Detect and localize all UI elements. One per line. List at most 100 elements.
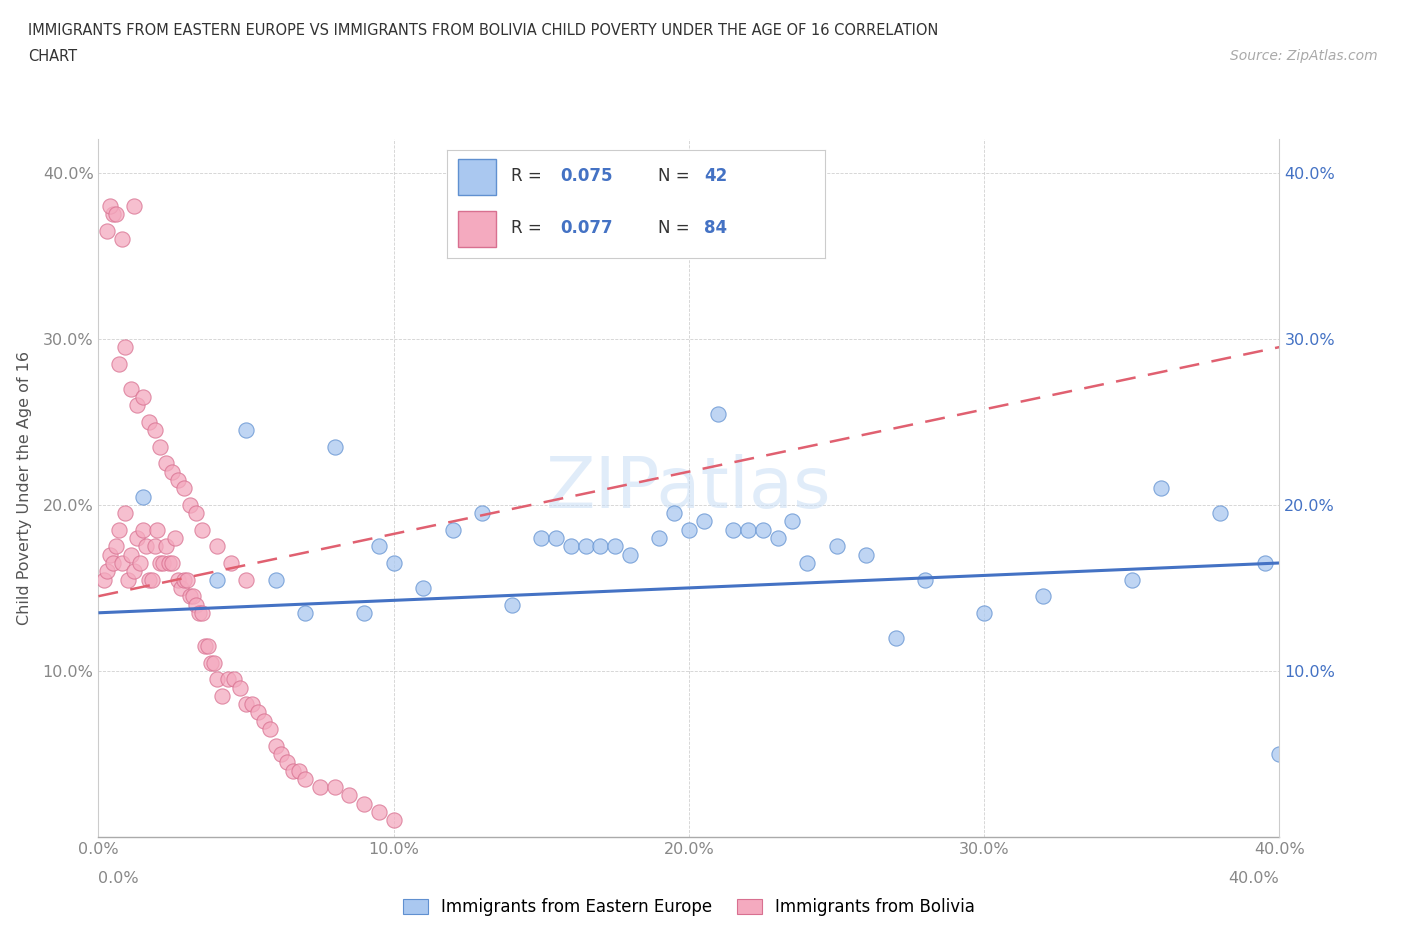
Point: [382, 555, 405, 570]
Point: [149, 555, 172, 570]
Point: [132, 489, 155, 504]
Point: [167, 472, 190, 487]
Point: [796, 555, 818, 570]
Point: [339, 788, 360, 803]
Point: [138, 415, 160, 430]
Text: 40.0%: 40.0%: [1229, 871, 1279, 886]
Point: [93, 572, 115, 587]
Point: [170, 580, 193, 595]
Point: [1209, 506, 1232, 521]
Point: [560, 539, 582, 554]
Point: [191, 523, 214, 538]
Point: [589, 539, 612, 554]
Point: [323, 439, 346, 454]
Text: ZIPatlas: ZIPatlas: [546, 454, 832, 523]
Point: [155, 456, 177, 471]
Point: [176, 572, 198, 587]
Point: [264, 572, 287, 587]
Point: [546, 531, 568, 546]
Text: 0.0%: 0.0%: [98, 871, 139, 886]
Point: [530, 531, 553, 546]
Point: [191, 605, 214, 620]
Point: [235, 572, 257, 587]
Point: [884, 631, 907, 645]
Point: [149, 439, 172, 454]
Point: [205, 572, 228, 587]
Point: [152, 555, 174, 570]
Point: [283, 764, 305, 778]
Point: [143, 539, 166, 554]
Point: [605, 539, 627, 554]
Point: [114, 339, 136, 354]
Point: [173, 481, 195, 496]
Point: [825, 539, 848, 554]
Point: [179, 589, 201, 604]
Point: [648, 531, 671, 546]
Point: [323, 779, 346, 794]
Point: [294, 772, 316, 787]
Point: [1254, 555, 1277, 570]
Point: [368, 539, 391, 554]
Point: [96, 223, 118, 238]
Y-axis label: Child Poverty Under the Age of 16: Child Poverty Under the Age of 16: [17, 352, 31, 625]
Point: [146, 523, 169, 538]
Point: [368, 804, 391, 819]
Point: [294, 605, 316, 620]
Point: [707, 406, 730, 421]
Point: [678, 523, 700, 538]
Point: [309, 779, 332, 794]
Point: [276, 755, 298, 770]
Point: [108, 356, 131, 371]
Point: [619, 547, 641, 562]
Point: [574, 539, 596, 554]
Point: [128, 555, 150, 570]
Point: [167, 572, 190, 587]
Point: [125, 531, 148, 546]
Point: [125, 398, 148, 413]
Point: [240, 697, 263, 711]
Point: [353, 796, 375, 811]
Point: [211, 688, 233, 703]
Point: [382, 813, 405, 828]
Point: [235, 697, 257, 711]
Point: [973, 605, 995, 620]
Point: [288, 764, 311, 778]
Point: [184, 506, 207, 521]
Point: [766, 531, 789, 546]
Point: [737, 523, 759, 538]
Point: [217, 671, 239, 686]
Point: [143, 422, 166, 438]
Point: [114, 506, 136, 521]
Point: [120, 381, 142, 396]
Point: [103, 555, 125, 570]
Point: [197, 639, 219, 654]
Text: IMMIGRANTS FROM EASTERN EUROPE VS IMMIGRANTS FROM BOLIVIA CHILD POVERTY UNDER TH: IMMIGRANTS FROM EASTERN EUROPE VS IMMIGR…: [28, 23, 938, 38]
Point: [353, 605, 375, 620]
Point: [441, 523, 464, 538]
Point: [157, 555, 180, 570]
Point: [1032, 589, 1054, 604]
Point: [264, 738, 287, 753]
Point: [135, 539, 157, 554]
Point: [194, 639, 217, 654]
Point: [105, 539, 128, 554]
Point: [155, 539, 177, 554]
Point: [105, 206, 128, 221]
Point: [111, 232, 134, 246]
Point: [1268, 747, 1291, 762]
Point: [98, 547, 121, 562]
Point: [122, 198, 145, 213]
Point: [108, 523, 131, 538]
Point: [165, 531, 187, 546]
Point: [1121, 572, 1143, 587]
Point: [914, 572, 936, 587]
Point: [162, 555, 183, 570]
Point: [132, 390, 155, 405]
Text: Source: ZipAtlas.com: Source: ZipAtlas.com: [1230, 49, 1378, 63]
Point: [664, 506, 686, 521]
Point: [96, 564, 118, 578]
Point: [187, 605, 209, 620]
Point: [117, 572, 139, 587]
Point: [122, 564, 145, 578]
Point: [202, 656, 225, 671]
